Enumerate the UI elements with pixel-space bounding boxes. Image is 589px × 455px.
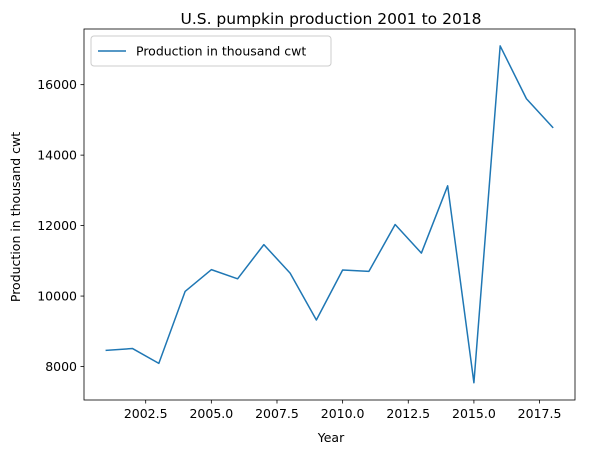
x-axis-label: Year (317, 430, 345, 445)
x-tick-label: 2015.0 (452, 406, 496, 421)
legend-box (90, 35, 332, 67)
legend: Production in thousand cwt (90, 35, 332, 67)
data-point (132, 348, 134, 350)
y-tick-label: 16000 (37, 77, 77, 92)
plot-frame (83, 28, 576, 401)
y-tick-label: 14000 (37, 148, 77, 163)
data-point (106, 350, 108, 352)
data-point (263, 244, 265, 246)
data-point (342, 269, 344, 271)
y-tick-label: 12000 (37, 218, 77, 233)
data-point (552, 127, 554, 129)
data-point (368, 271, 370, 273)
x-axis-ticks: 2002.5 2005.0 2007.5 2010.0 2012.5 2015.0 2017… (124, 400, 562, 421)
x-tick-label: 2007.5 (255, 406, 299, 421)
plot-area (84, 29, 575, 400)
data-point (158, 363, 160, 365)
data-point (316, 319, 318, 321)
x-tick-label: 2002.5 (124, 406, 168, 421)
data-point (394, 224, 396, 226)
data-point (473, 382, 475, 384)
x-tick-label: 2010.0 (321, 406, 365, 421)
data-point (211, 269, 213, 271)
data-point (447, 185, 449, 187)
y-axis-ticks: 8000 10000 12000 14000 16000 (37, 77, 84, 374)
data-point (421, 252, 423, 254)
series-layer (105, 45, 554, 384)
y-axis-label: Production in thousand cwt (8, 132, 23, 302)
series-line (105, 45, 554, 384)
chart-title: U.S. pumpkin production 2001 to 2018 (180, 10, 481, 28)
data-point (237, 278, 239, 280)
data-point (499, 45, 501, 47)
legend-label: Production in thousand cwt (136, 44, 306, 59)
y-tick-label: 10000 (37, 289, 77, 304)
x-tick-label: 2017.5 (518, 406, 562, 421)
data-point (289, 272, 291, 274)
y-tick-label: 8000 (45, 359, 77, 374)
x-tick-label: 2012.5 (386, 406, 430, 421)
data-point (184, 291, 186, 293)
x-tick-label: 2005.0 (189, 406, 233, 421)
data-point (526, 98, 528, 100)
